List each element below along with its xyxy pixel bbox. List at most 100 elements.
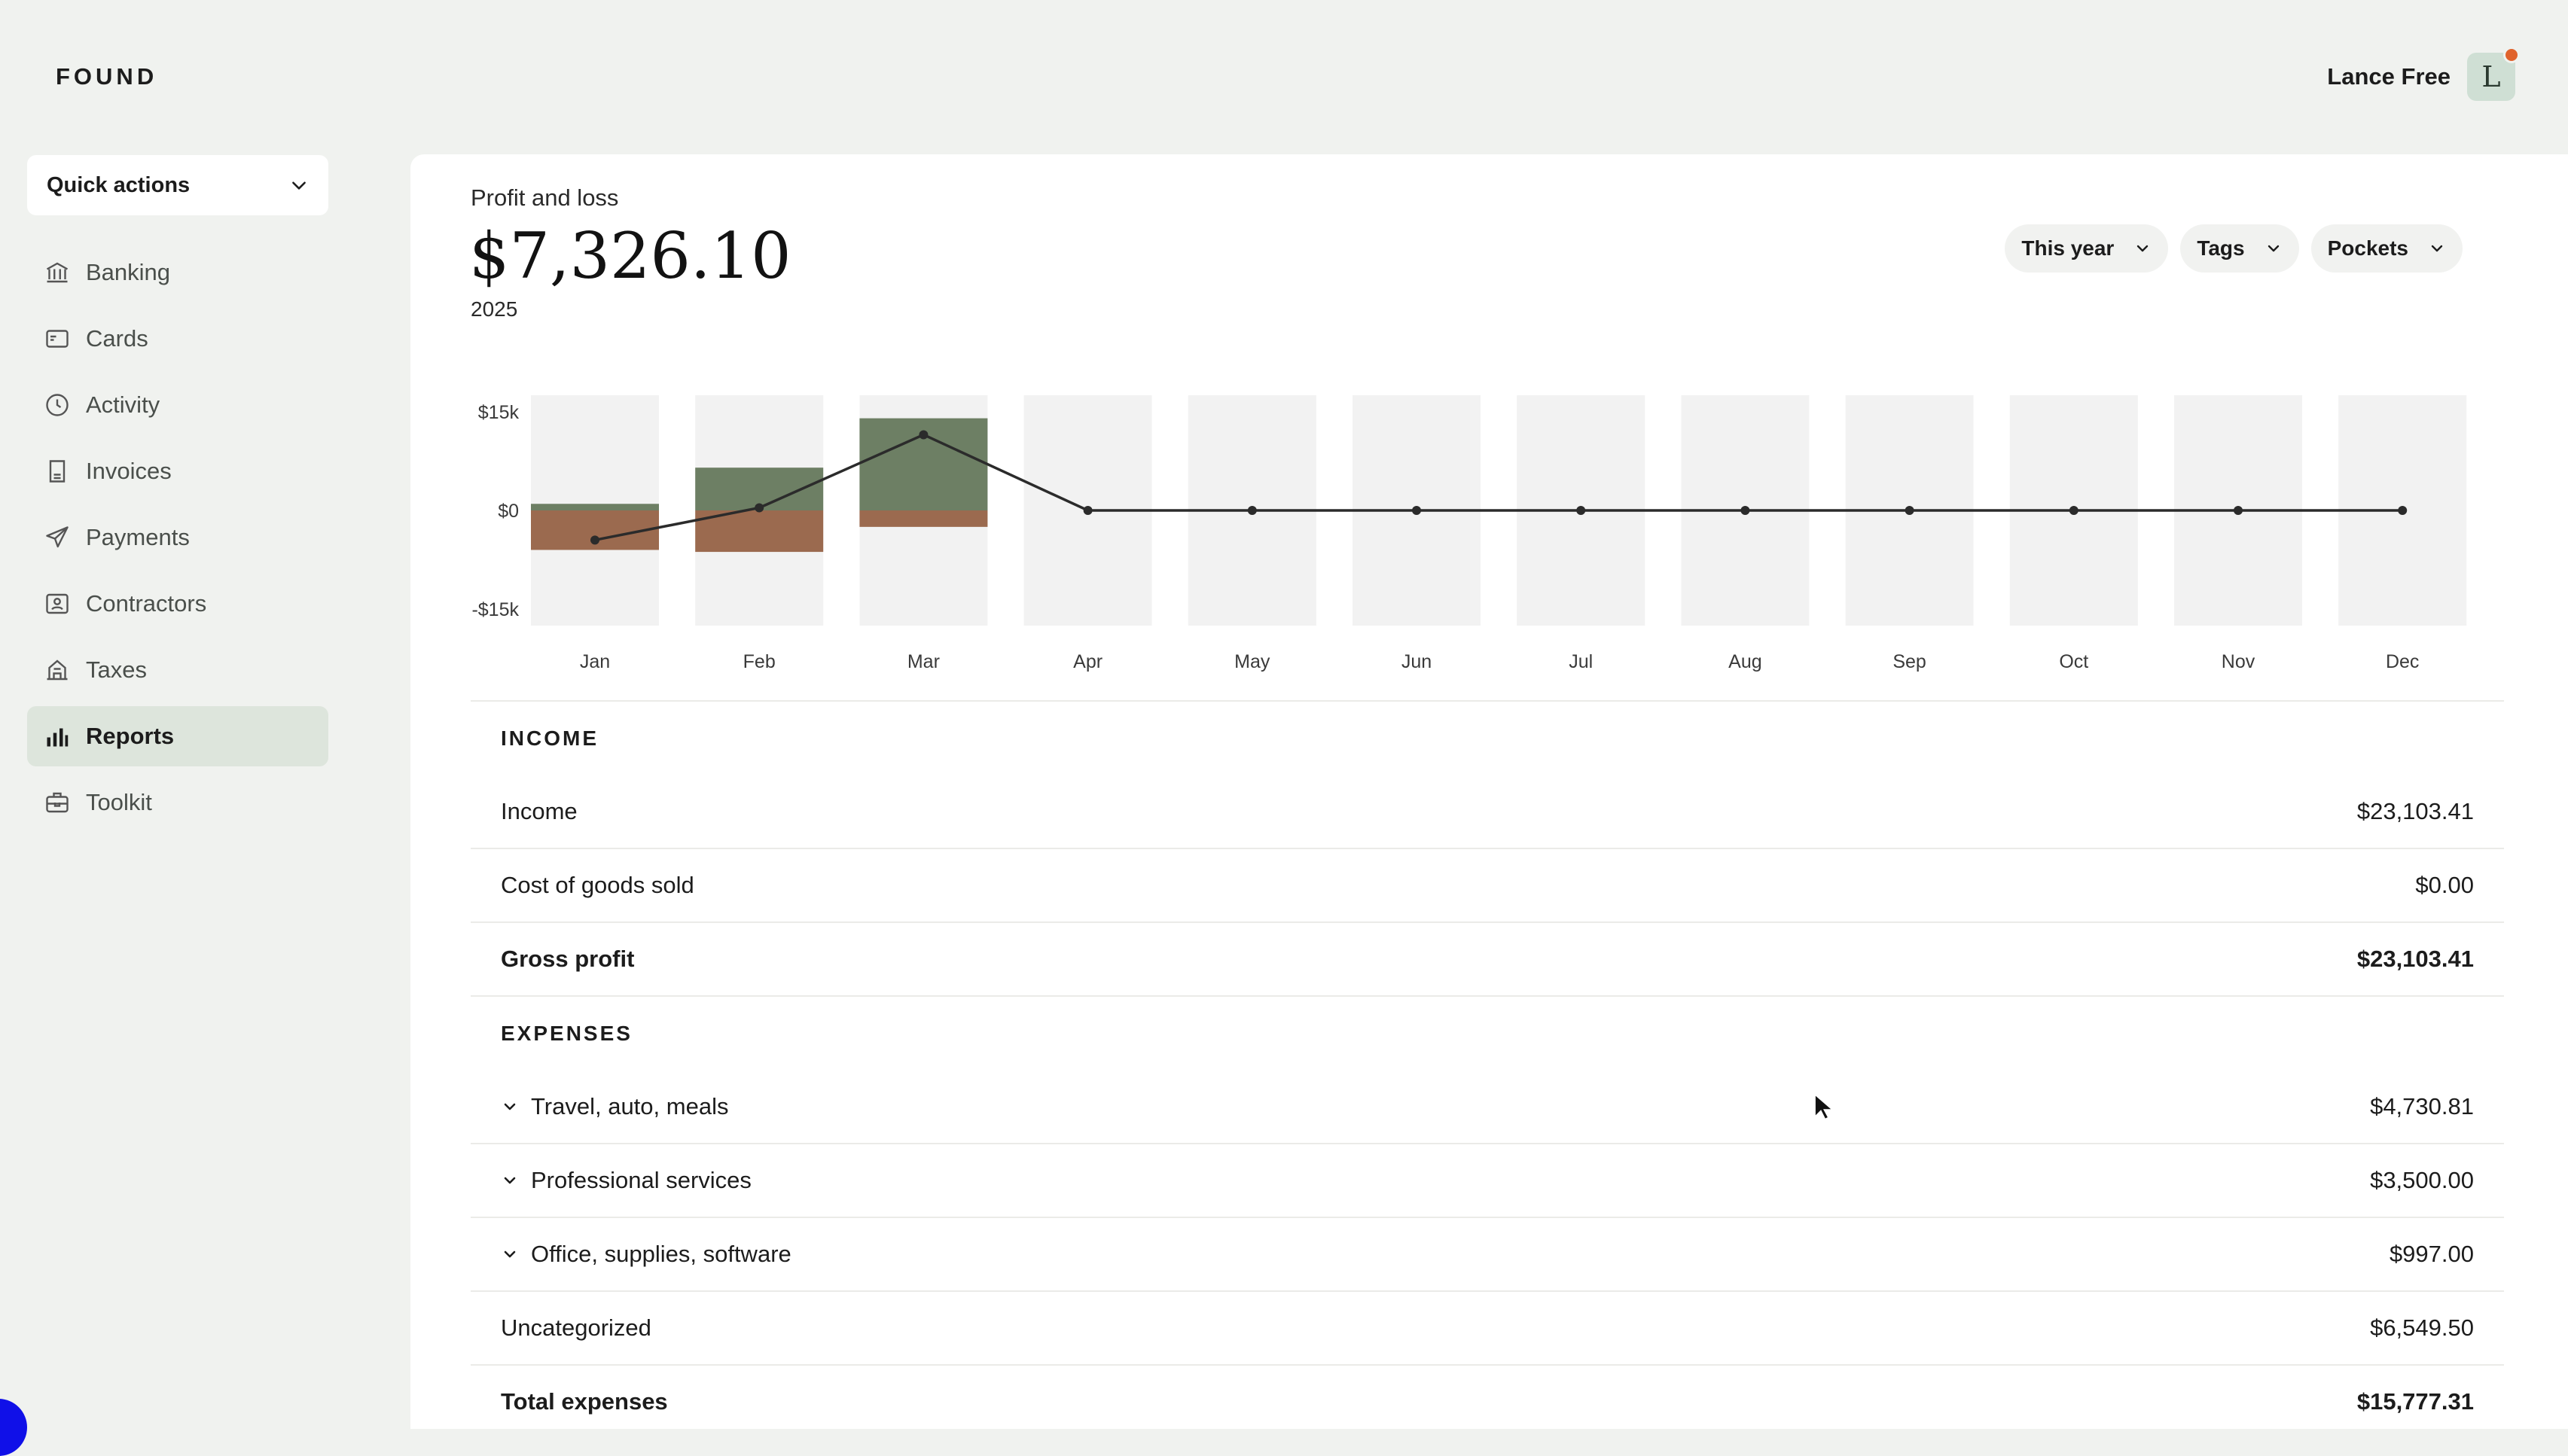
profit-line (594, 433, 2403, 542)
sidebar-item-toolkit[interactable]: Toolkit (27, 772, 328, 833)
toolbox-icon (46, 792, 69, 813)
filter-label: This year (2021, 236, 2115, 260)
bar-chart-icon (47, 728, 69, 747)
chevron-down-icon (292, 181, 306, 190)
report-panel: Profit and loss $7,326.10 2025 This year… (410, 154, 2568, 1429)
quick-actions-dropdown[interactable]: Quick actions (27, 155, 328, 215)
data-point (1740, 506, 1750, 515)
x-tick-label: Aug (1728, 651, 1761, 672)
x-tick-label: Jul (1569, 651, 1593, 672)
data-point (1083, 506, 1093, 515)
quick-actions-label: Quick actions (47, 172, 191, 197)
filter-label: Pockets (2327, 236, 2408, 260)
x-tick-label: Sep (1892, 651, 1926, 672)
chevron-down-icon (2268, 245, 2279, 252)
bank-icon (46, 262, 69, 283)
row-label: Gross profit (501, 946, 635, 972)
invoice-icon (49, 460, 66, 483)
row-value: $15,777.31 (2356, 1388, 2474, 1415)
help-launcher[interactable] (0, 1399, 27, 1456)
table-row-expandable[interactable]: Office, supplies, software $997.00 (471, 1217, 2504, 1290)
row-value: $6,549.50 (2370, 1314, 2474, 1341)
x-tick-label: Oct (2059, 651, 2088, 672)
row-value: $23,103.41 (2356, 946, 2474, 972)
row-label: Cost of goods sold (501, 872, 694, 898)
x-tick-label: Apr (1073, 651, 1103, 672)
chevron-down-icon (2137, 245, 2149, 252)
x-tick-label: Nov (2222, 651, 2255, 672)
avatar[interactable]: L (2467, 47, 2520, 101)
sidebar-item-activity[interactable]: Activity (27, 375, 328, 435)
x-tick-label: Dec (2386, 651, 2419, 672)
data-point (1412, 506, 1421, 515)
filter-pockets[interactable]: Pockets (2310, 224, 2463, 273)
sidebar-item-cards[interactable]: Cards (27, 309, 328, 369)
sidebar-item-label: Activity (86, 391, 160, 418)
filter-label: Tags (2197, 236, 2245, 260)
sidebar-item-label: Reports (86, 723, 175, 749)
sidebar-nav: Banking Cards Activity Invoices Payments… (27, 242, 328, 839)
user-menu[interactable]: Lance Free L (2327, 47, 2520, 102)
table-row: Income $23,103.41 (471, 775, 2504, 848)
card-icon (46, 330, 69, 348)
report-title: Profit and loss (471, 184, 619, 211)
row-value: $0.00 (2415, 872, 2474, 898)
table-row-expandable[interactable]: Professional services $3,500.00 (471, 1143, 2504, 1217)
found-logo[interactable]: FOUND (56, 63, 158, 90)
data-point (2234, 506, 2243, 515)
chevron-down-icon[interactable] (501, 1245, 519, 1263)
data-point (755, 503, 764, 513)
row-label: Uncategorized (501, 1314, 651, 1341)
sidebar-item-contractors[interactable]: Contractors (27, 574, 328, 634)
send-icon (46, 526, 69, 548)
x-tick-label: May (1234, 651, 1270, 672)
pl-table: INCOME Income $23,103.41 Cost of goods s… (471, 700, 2504, 1438)
row-value: $4,730.81 (2370, 1093, 2474, 1119)
x-tick-label: Jan (580, 651, 610, 672)
data-point (590, 535, 599, 545)
expenses-heading: EXPENSES (471, 995, 2504, 1071)
row-label: Office, supplies, software (531, 1241, 791, 1267)
sidebar-item-reports[interactable]: Reports (27, 706, 328, 766)
y-tick-label: $0 (498, 501, 519, 522)
bar (531, 504, 659, 510)
building-icon (47, 659, 68, 681)
chevron-down-icon[interactable] (501, 1171, 519, 1189)
profit-amount: $7,326.10 (469, 219, 791, 293)
contractor-icon (46, 593, 69, 614)
sidebar-item-label: Invoices (86, 458, 172, 484)
chevron-down-icon[interactable] (501, 1098, 519, 1116)
row-label: Income (501, 798, 578, 824)
filter-tags[interactable]: Tags (2180, 224, 2299, 273)
row-label: Professional services (531, 1167, 752, 1193)
row-value: $997.00 (2389, 1241, 2474, 1267)
y-tick-label: $15k (478, 402, 520, 423)
row-label: Total expenses (501, 1388, 668, 1415)
mouse-cursor-icon (1813, 1093, 1833, 1121)
x-tick-label: Mar (907, 651, 940, 672)
sidebar-item-label: Banking (86, 259, 171, 285)
data-point (2069, 506, 2078, 515)
data-point (2398, 506, 2408, 515)
report-year: 2025 (471, 297, 518, 321)
notification-dot (2503, 47, 2520, 63)
income-heading: INCOME (471, 700, 2504, 775)
sidebar-item-label: Payments (86, 524, 190, 550)
table-row-total: Total expenses $15,777.31 (471, 1364, 2504, 1438)
filter-period[interactable]: This year (2005, 224, 2169, 273)
row-value: $3,500.00 (2370, 1167, 2474, 1193)
sidebar-item-invoices[interactable]: Invoices (27, 441, 328, 501)
table-row-expandable[interactable]: Travel, auto, meals $4,730.81 (471, 1071, 2504, 1143)
sidebar-item-label: Taxes (86, 656, 147, 683)
table-row: Cost of goods sold $0.00 (471, 848, 2504, 921)
sidebar-item-banking[interactable]: Banking (27, 242, 328, 303)
sidebar-item-label: Contractors (86, 590, 207, 617)
sidebar-item-payments[interactable]: Payments (27, 507, 328, 568)
y-tick-label: -$15k (471, 599, 519, 620)
sidebar-item-taxes[interactable]: Taxes (27, 640, 328, 700)
table-row: Uncategorized $6,549.50 (471, 1290, 2504, 1364)
data-point (919, 430, 929, 440)
chevron-down-icon (2431, 245, 2443, 252)
user-name: Lance Free (2327, 63, 2451, 90)
x-tick-label: Feb (743, 651, 776, 672)
